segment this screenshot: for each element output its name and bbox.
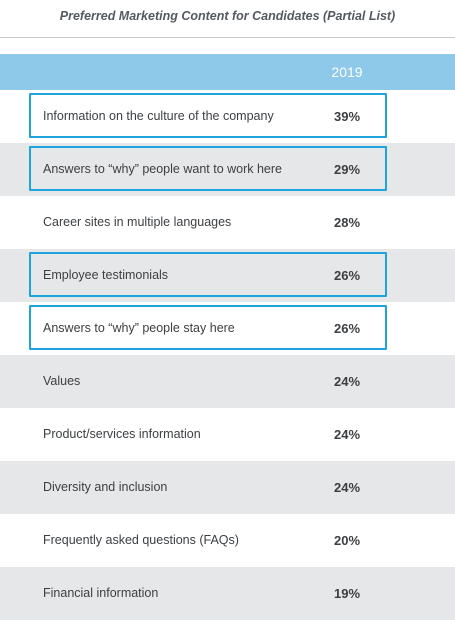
- table-body: Information on the culture of the compan…: [0, 90, 455, 620]
- row-label: Employee testimonials: [43, 268, 169, 282]
- table-row: Answers to “why” people want to work her…: [0, 143, 455, 196]
- table-row: Information on the culture of the compan…: [0, 90, 455, 143]
- row-value: 28%: [333, 215, 361, 230]
- row-value: 29%: [333, 162, 361, 177]
- row-value: 24%: [333, 480, 361, 495]
- table-row: Career sites in multiple languages 28%: [0, 196, 455, 249]
- row-value: 20%: [333, 533, 361, 548]
- row-label: Career sites in multiple languages: [43, 215, 232, 229]
- row-value: 24%: [333, 374, 361, 389]
- row-label: Product/services information: [43, 427, 201, 441]
- row-label: Frequently asked questions (FAQs): [43, 533, 239, 547]
- row-label: Diversity and inclusion: [43, 480, 168, 494]
- row-value: 19%: [333, 586, 361, 601]
- table-row: Frequently asked questions (FAQs) 20%: [0, 514, 455, 567]
- row-value: 24%: [333, 427, 361, 442]
- table-row: Product/services information 24%: [0, 408, 455, 461]
- top-divider: [0, 37, 455, 38]
- row-value: 39%: [333, 109, 361, 124]
- row-label: Answers to “why” people stay here: [43, 321, 235, 335]
- table-row: Employee testimonials 26%: [0, 249, 455, 302]
- table-row: Values 24%: [0, 355, 455, 408]
- table-header-row: 2019: [0, 54, 455, 90]
- chart-title: Preferred Marketing Content for Candidat…: [59, 9, 396, 23]
- row-label: Information on the culture of the compan…: [43, 109, 274, 123]
- column-header-year: 2019: [331, 64, 363, 80]
- table-row: Answers to “why” people stay here 26%: [0, 302, 455, 355]
- row-value: 26%: [333, 321, 361, 336]
- row-value: 26%: [333, 268, 361, 283]
- table-row: Financial information 19%: [0, 567, 455, 620]
- row-label: Financial information: [43, 586, 159, 600]
- row-label: Values: [43, 374, 81, 388]
- row-label: Answers to “why” people want to work her…: [43, 162, 282, 176]
- table-row: Diversity and inclusion 24%: [0, 461, 455, 514]
